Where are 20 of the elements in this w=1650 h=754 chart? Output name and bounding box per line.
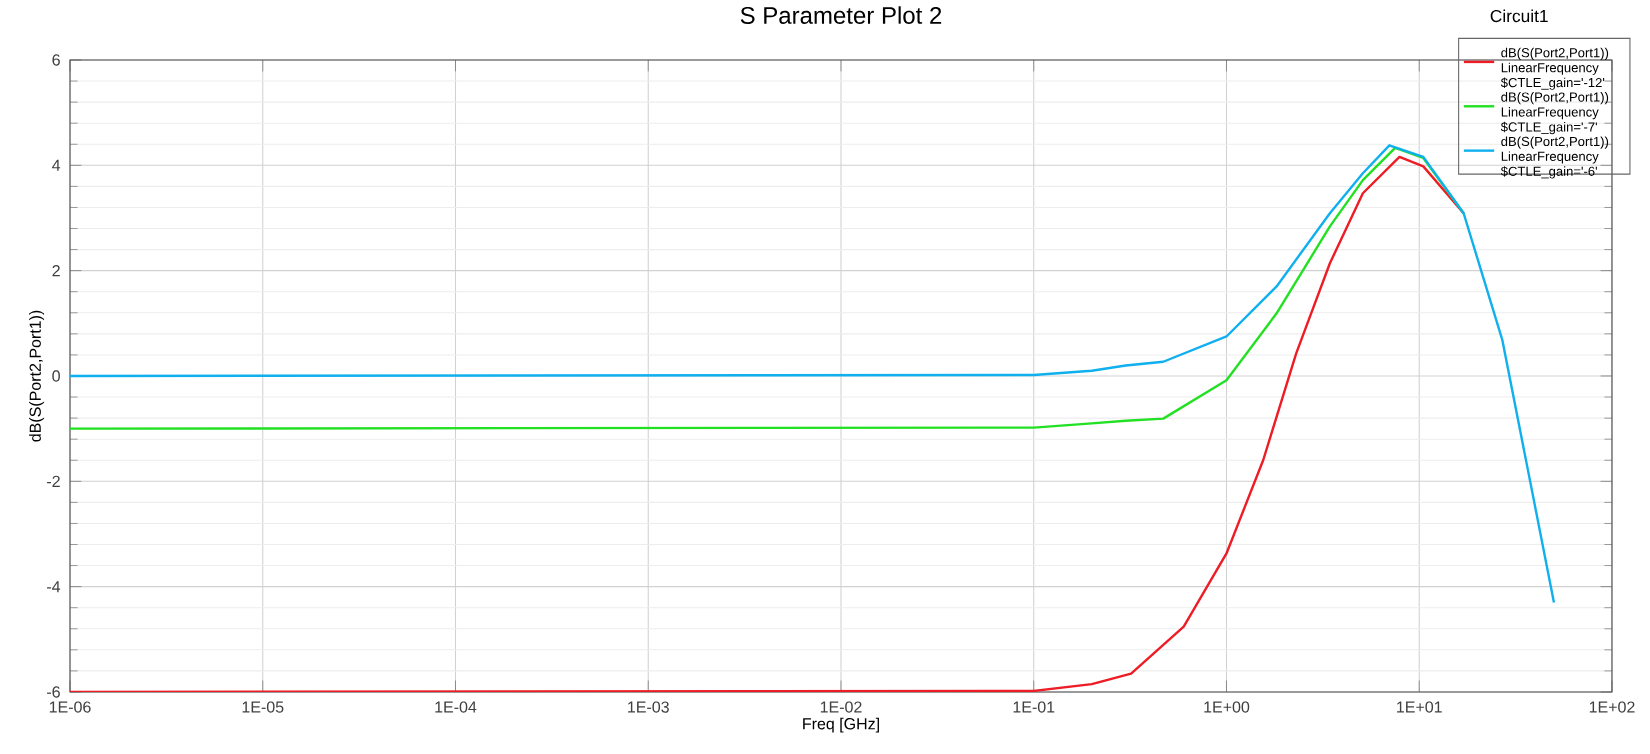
x-tick-label: 1E-03 xyxy=(628,701,669,713)
y-tick-label: -2 xyxy=(47,475,60,487)
y-tick-label: 2 xyxy=(52,265,60,277)
y-tick-label: 0 xyxy=(52,370,60,382)
y-tick-label: -6 xyxy=(47,686,60,698)
y-axis-title: dB(S(Port2,Port1)) xyxy=(29,310,45,442)
x-axis-title: Freq [GHz] xyxy=(803,717,879,733)
y-tick-label: -4 xyxy=(47,581,61,593)
x-tick-label: 1E+00 xyxy=(1204,701,1250,713)
x-tick-label: 1E+02 xyxy=(1589,701,1635,713)
text: Circuit1 xyxy=(1490,9,1548,23)
x-tick-label: 1E-04 xyxy=(435,701,477,713)
x-tick-label: 1E-06 xyxy=(49,701,91,713)
x-tick-label: 1E+01 xyxy=(1397,701,1442,713)
chart-title: S Parameter Plot 2 xyxy=(740,6,942,24)
x-tick-label: 1E-05 xyxy=(242,701,284,713)
y-tick-label: 4 xyxy=(52,159,61,171)
x-tick-label: 1E-02 xyxy=(820,701,862,713)
y-tick-label: 6 xyxy=(52,54,60,66)
x-tick-label: 1E-01 xyxy=(1013,701,1055,713)
